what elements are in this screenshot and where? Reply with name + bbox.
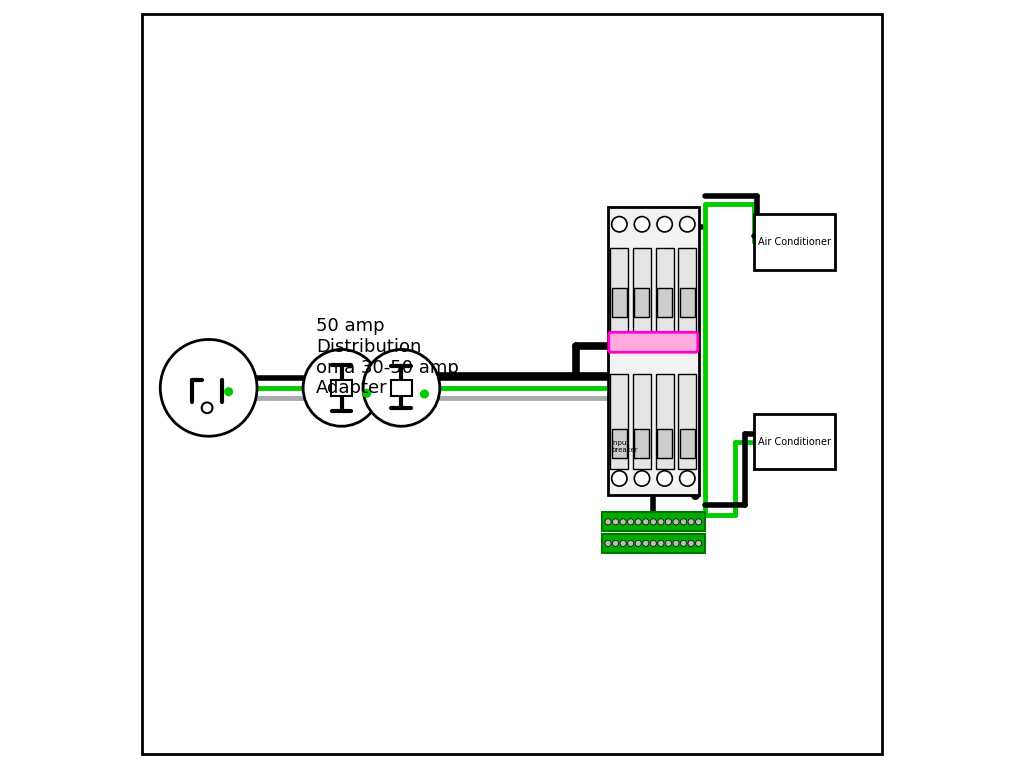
Circle shape — [202, 402, 213, 413]
Bar — [755, 214, 835, 270]
Circle shape — [612, 541, 618, 547]
Circle shape — [680, 217, 695, 232]
Bar — [331, 380, 352, 396]
Circle shape — [650, 519, 656, 525]
Circle shape — [635, 519, 641, 525]
Bar — [635, 429, 649, 458]
Circle shape — [673, 541, 679, 547]
Circle shape — [680, 471, 695, 486]
Circle shape — [364, 349, 440, 426]
Bar — [610, 248, 629, 334]
Circle shape — [621, 519, 627, 525]
Circle shape — [666, 541, 672, 547]
Circle shape — [634, 471, 649, 486]
Text: 50 amp
Distribution
on a 30-50 amp
Adapter: 50 amp Distribution on a 30-50 amp Adapt… — [316, 317, 459, 397]
Circle shape — [666, 519, 672, 525]
Circle shape — [688, 519, 694, 525]
Circle shape — [657, 541, 664, 547]
FancyBboxPatch shape — [608, 333, 698, 353]
Bar — [657, 288, 672, 317]
Bar — [680, 429, 694, 458]
Circle shape — [688, 541, 694, 547]
Bar — [678, 375, 696, 469]
Circle shape — [611, 471, 627, 486]
Text: Input
breaker: Input breaker — [611, 440, 638, 453]
Circle shape — [364, 389, 371, 397]
Bar — [680, 288, 694, 317]
Circle shape — [635, 541, 641, 547]
Circle shape — [695, 519, 701, 525]
Circle shape — [643, 541, 649, 547]
Circle shape — [225, 388, 232, 396]
Circle shape — [612, 519, 618, 525]
Bar — [608, 207, 698, 495]
Circle shape — [160, 339, 257, 436]
Bar — [657, 429, 672, 458]
Circle shape — [657, 217, 673, 232]
Bar — [655, 248, 674, 334]
Circle shape — [643, 519, 649, 525]
Circle shape — [621, 541, 627, 547]
Bar — [610, 375, 629, 469]
Bar — [633, 248, 651, 334]
Circle shape — [657, 471, 673, 486]
Circle shape — [628, 541, 634, 547]
Bar — [655, 375, 674, 469]
Circle shape — [605, 541, 611, 547]
Circle shape — [695, 541, 701, 547]
Bar — [612, 429, 627, 458]
Bar — [612, 288, 627, 317]
Circle shape — [611, 217, 627, 232]
Circle shape — [634, 217, 649, 232]
Bar — [678, 248, 696, 334]
Circle shape — [673, 519, 679, 525]
Bar — [602, 534, 705, 553]
Text: Air Conditioner: Air Conditioner — [758, 237, 831, 247]
Circle shape — [628, 519, 634, 525]
Circle shape — [657, 519, 664, 525]
Circle shape — [680, 541, 687, 547]
Bar — [390, 380, 412, 396]
Bar — [602, 512, 705, 531]
Bar — [755, 414, 835, 469]
Circle shape — [303, 349, 380, 426]
Bar — [635, 288, 649, 317]
Text: Air Conditioner: Air Conditioner — [758, 436, 831, 447]
Circle shape — [680, 519, 687, 525]
Circle shape — [421, 390, 428, 398]
Circle shape — [605, 519, 611, 525]
Bar — [633, 375, 651, 469]
Circle shape — [650, 541, 656, 547]
